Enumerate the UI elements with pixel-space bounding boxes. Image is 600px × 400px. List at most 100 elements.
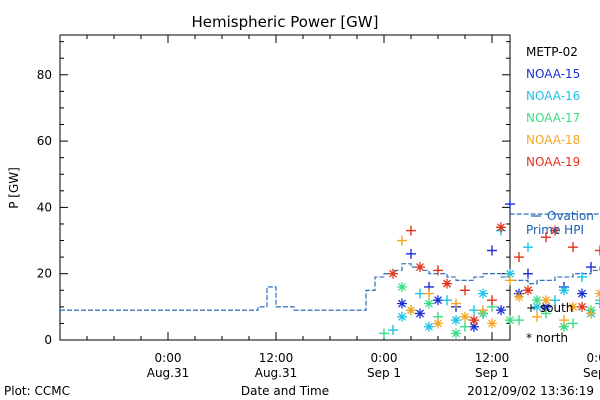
north-marker	[433, 295, 443, 306]
north-marker-d	[398, 299, 406, 308]
north-marker-d	[452, 329, 460, 338]
footer-timestamp: 2012/09/02 13:36:19	[467, 384, 594, 398]
x-tick-label-time: 12:00	[475, 351, 510, 365]
north-marker-d	[389, 269, 397, 278]
north-marker-d	[524, 286, 532, 295]
legend-entry-noaa-15: NOAA-15	[526, 67, 580, 81]
south-marker	[568, 318, 578, 329]
chart-title: Hemispheric Power [GW]	[192, 13, 379, 31]
north-marker	[397, 298, 407, 309]
north-marker-d	[425, 322, 433, 331]
marker-legend-north: * north	[526, 331, 568, 345]
y-tick-label: 20	[37, 267, 52, 281]
south-marker	[460, 321, 470, 332]
south-marker	[415, 288, 425, 299]
ovation-legend: Ovation Prime HPI	[526, 209, 594, 237]
ovation-legend-line1: Ovation	[547, 209, 594, 223]
north-marker-d	[560, 322, 568, 331]
y-tick-label: 60	[37, 134, 52, 148]
south-marker	[595, 298, 600, 309]
north-marker-d	[416, 263, 424, 272]
plot-frame	[59, 34, 511, 341]
south-marker	[460, 285, 470, 296]
marker-legend-south: + south	[526, 301, 573, 315]
y-tick-label: 0	[44, 333, 52, 347]
north-marker	[568, 301, 578, 312]
north-marker-d	[434, 319, 442, 328]
north-marker-d	[551, 226, 559, 235]
north-marker	[424, 298, 434, 309]
north-marker-d	[470, 316, 478, 325]
y-tick-label: 80	[37, 68, 52, 82]
north-marker-d	[506, 316, 514, 325]
satellite-legend: METP-02 NOAA-15 NOAA-16 NOAA-17 NOAA-18 NOAA-…	[526, 45, 580, 169]
north-marker-d	[596, 292, 600, 298]
north-marker	[577, 288, 587, 299]
south-marker	[559, 315, 569, 326]
north-marker-d	[461, 312, 469, 321]
north-marker-d	[452, 316, 460, 325]
north-marker	[577, 301, 587, 312]
south-marker	[478, 305, 488, 316]
north-marker	[478, 288, 488, 299]
north-marker-d	[497, 223, 505, 232]
north-marker	[559, 285, 569, 296]
south-marker	[586, 262, 596, 273]
y-axis-label: P [GW]	[7, 167, 21, 209]
south-marker	[388, 325, 398, 336]
north-marker	[532, 295, 542, 306]
x-tick-label-date: Aug.31	[147, 366, 190, 380]
north-marker	[442, 278, 452, 289]
x-tick-label-time: 0:00	[587, 351, 600, 365]
north-marker-d	[470, 322, 478, 331]
x-tick-label-time: 0:00	[155, 351, 182, 365]
north-marker	[496, 222, 506, 233]
legend-entry-noaa-19: NOAA-19	[526, 155, 580, 169]
north-marker-d	[569, 302, 577, 311]
south-marker	[586, 308, 596, 319]
satellite-markers	[379, 199, 600, 339]
north-marker	[595, 288, 600, 299]
north-marker	[406, 305, 416, 316]
south-marker	[505, 275, 515, 286]
north-marker	[487, 318, 497, 329]
north-marker-d	[443, 279, 451, 288]
north-marker	[397, 281, 407, 292]
north-marker	[397, 311, 407, 322]
south-marker	[487, 295, 497, 306]
north-marker-d	[398, 282, 406, 291]
north-marker	[451, 328, 461, 339]
north-marker	[559, 321, 569, 332]
north-marker	[469, 315, 479, 326]
south-marker	[595, 245, 600, 256]
footer-plot-credit: Plot: CCMC	[4, 384, 70, 398]
x-axis-label: Date and Time	[241, 384, 329, 398]
north-marker	[388, 268, 398, 279]
north-marker-d	[533, 302, 541, 311]
y-axis: 0 20 40 60 80	[37, 41, 510, 347]
south-marker	[595, 295, 600, 306]
north-marker-d	[479, 289, 487, 298]
south-marker	[424, 288, 434, 299]
north-marker	[541, 295, 551, 306]
north-marker-d	[506, 269, 514, 278]
north-marker-d	[398, 312, 406, 321]
south-marker	[505, 199, 515, 210]
north-marker	[505, 315, 515, 326]
north-marker-d	[488, 319, 496, 328]
legend-entry-noaa-18: NOAA-18	[526, 133, 580, 147]
north-marker	[550, 225, 560, 236]
north-marker-d	[560, 286, 568, 295]
south-marker	[433, 265, 443, 276]
south-marker	[442, 295, 452, 306]
south-marker	[541, 232, 551, 243]
legend-entry-metp-02: METP-02	[526, 45, 578, 59]
south-marker	[397, 235, 407, 246]
north-marker	[523, 285, 533, 296]
north-marker-d	[407, 306, 415, 315]
y-tick-label: 40	[37, 200, 52, 214]
x-tick-label-time: 12:00	[259, 351, 294, 365]
ovation-legend-line2: Prime HPI	[526, 223, 584, 237]
